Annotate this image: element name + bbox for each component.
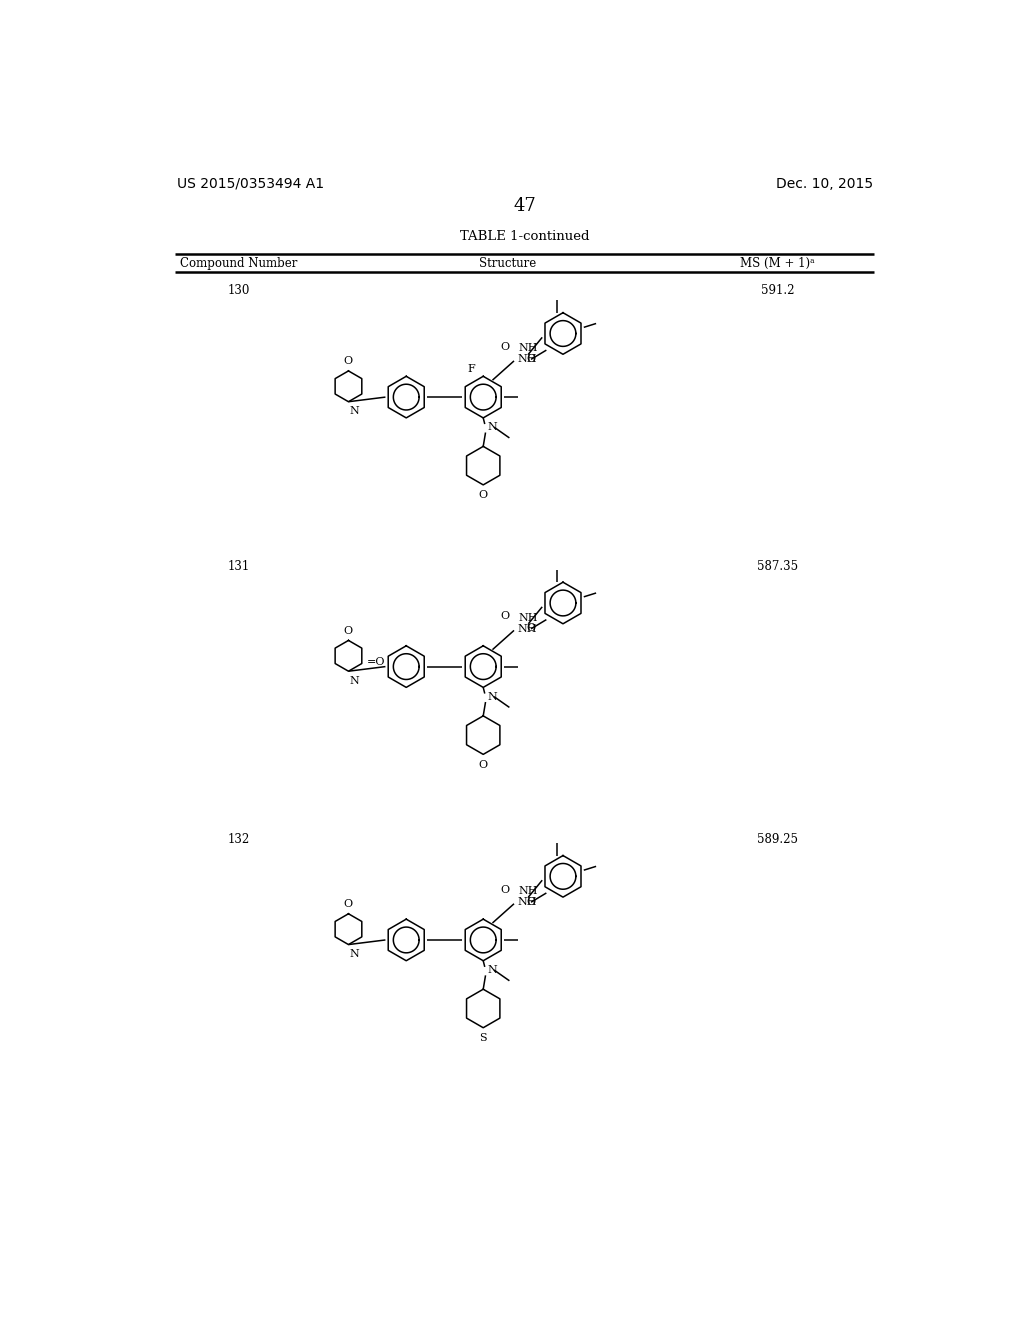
Text: NH: NH (517, 354, 537, 364)
Text: N: N (349, 676, 359, 686)
Text: N: N (349, 407, 359, 416)
Text: O: O (500, 611, 509, 622)
Text: O: O (478, 760, 487, 770)
Text: O: O (500, 342, 509, 351)
Text: N: N (487, 422, 497, 432)
Text: N: N (349, 949, 359, 960)
Text: N: N (487, 965, 497, 975)
Text: 131: 131 (227, 560, 250, 573)
Text: =O: =O (367, 657, 385, 667)
Text: F: F (468, 364, 475, 374)
Text: 132: 132 (227, 833, 250, 846)
Text: TABLE 1-continued: TABLE 1-continued (460, 231, 590, 243)
Text: O: O (343, 356, 352, 367)
Text: NH: NH (519, 343, 539, 354)
Text: 591.2: 591.2 (761, 284, 794, 297)
Text: US 2015/0353494 A1: US 2015/0353494 A1 (177, 177, 324, 191)
Text: N: N (487, 692, 497, 702)
Text: O: O (343, 626, 352, 636)
Text: Structure: Structure (479, 256, 537, 269)
Text: 587.35: 587.35 (757, 560, 798, 573)
Text: O: O (500, 884, 509, 895)
Text: O: O (526, 623, 536, 634)
Text: NH: NH (517, 624, 537, 634)
Text: 47: 47 (513, 197, 537, 215)
Text: Dec. 10, 2015: Dec. 10, 2015 (776, 177, 872, 191)
Text: MS (M + 1)ᵃ: MS (M + 1)ᵃ (740, 256, 815, 269)
Text: O: O (526, 354, 536, 364)
Text: O: O (343, 899, 352, 909)
Text: NH: NH (519, 886, 539, 896)
Text: O: O (526, 896, 536, 907)
Text: S: S (479, 1034, 487, 1043)
Text: 130: 130 (227, 284, 250, 297)
Text: NH: NH (517, 898, 537, 907)
Text: NH: NH (519, 612, 539, 623)
Text: Compound Number: Compound Number (179, 256, 297, 269)
Text: 589.25: 589.25 (757, 833, 798, 846)
Text: O: O (478, 490, 487, 500)
